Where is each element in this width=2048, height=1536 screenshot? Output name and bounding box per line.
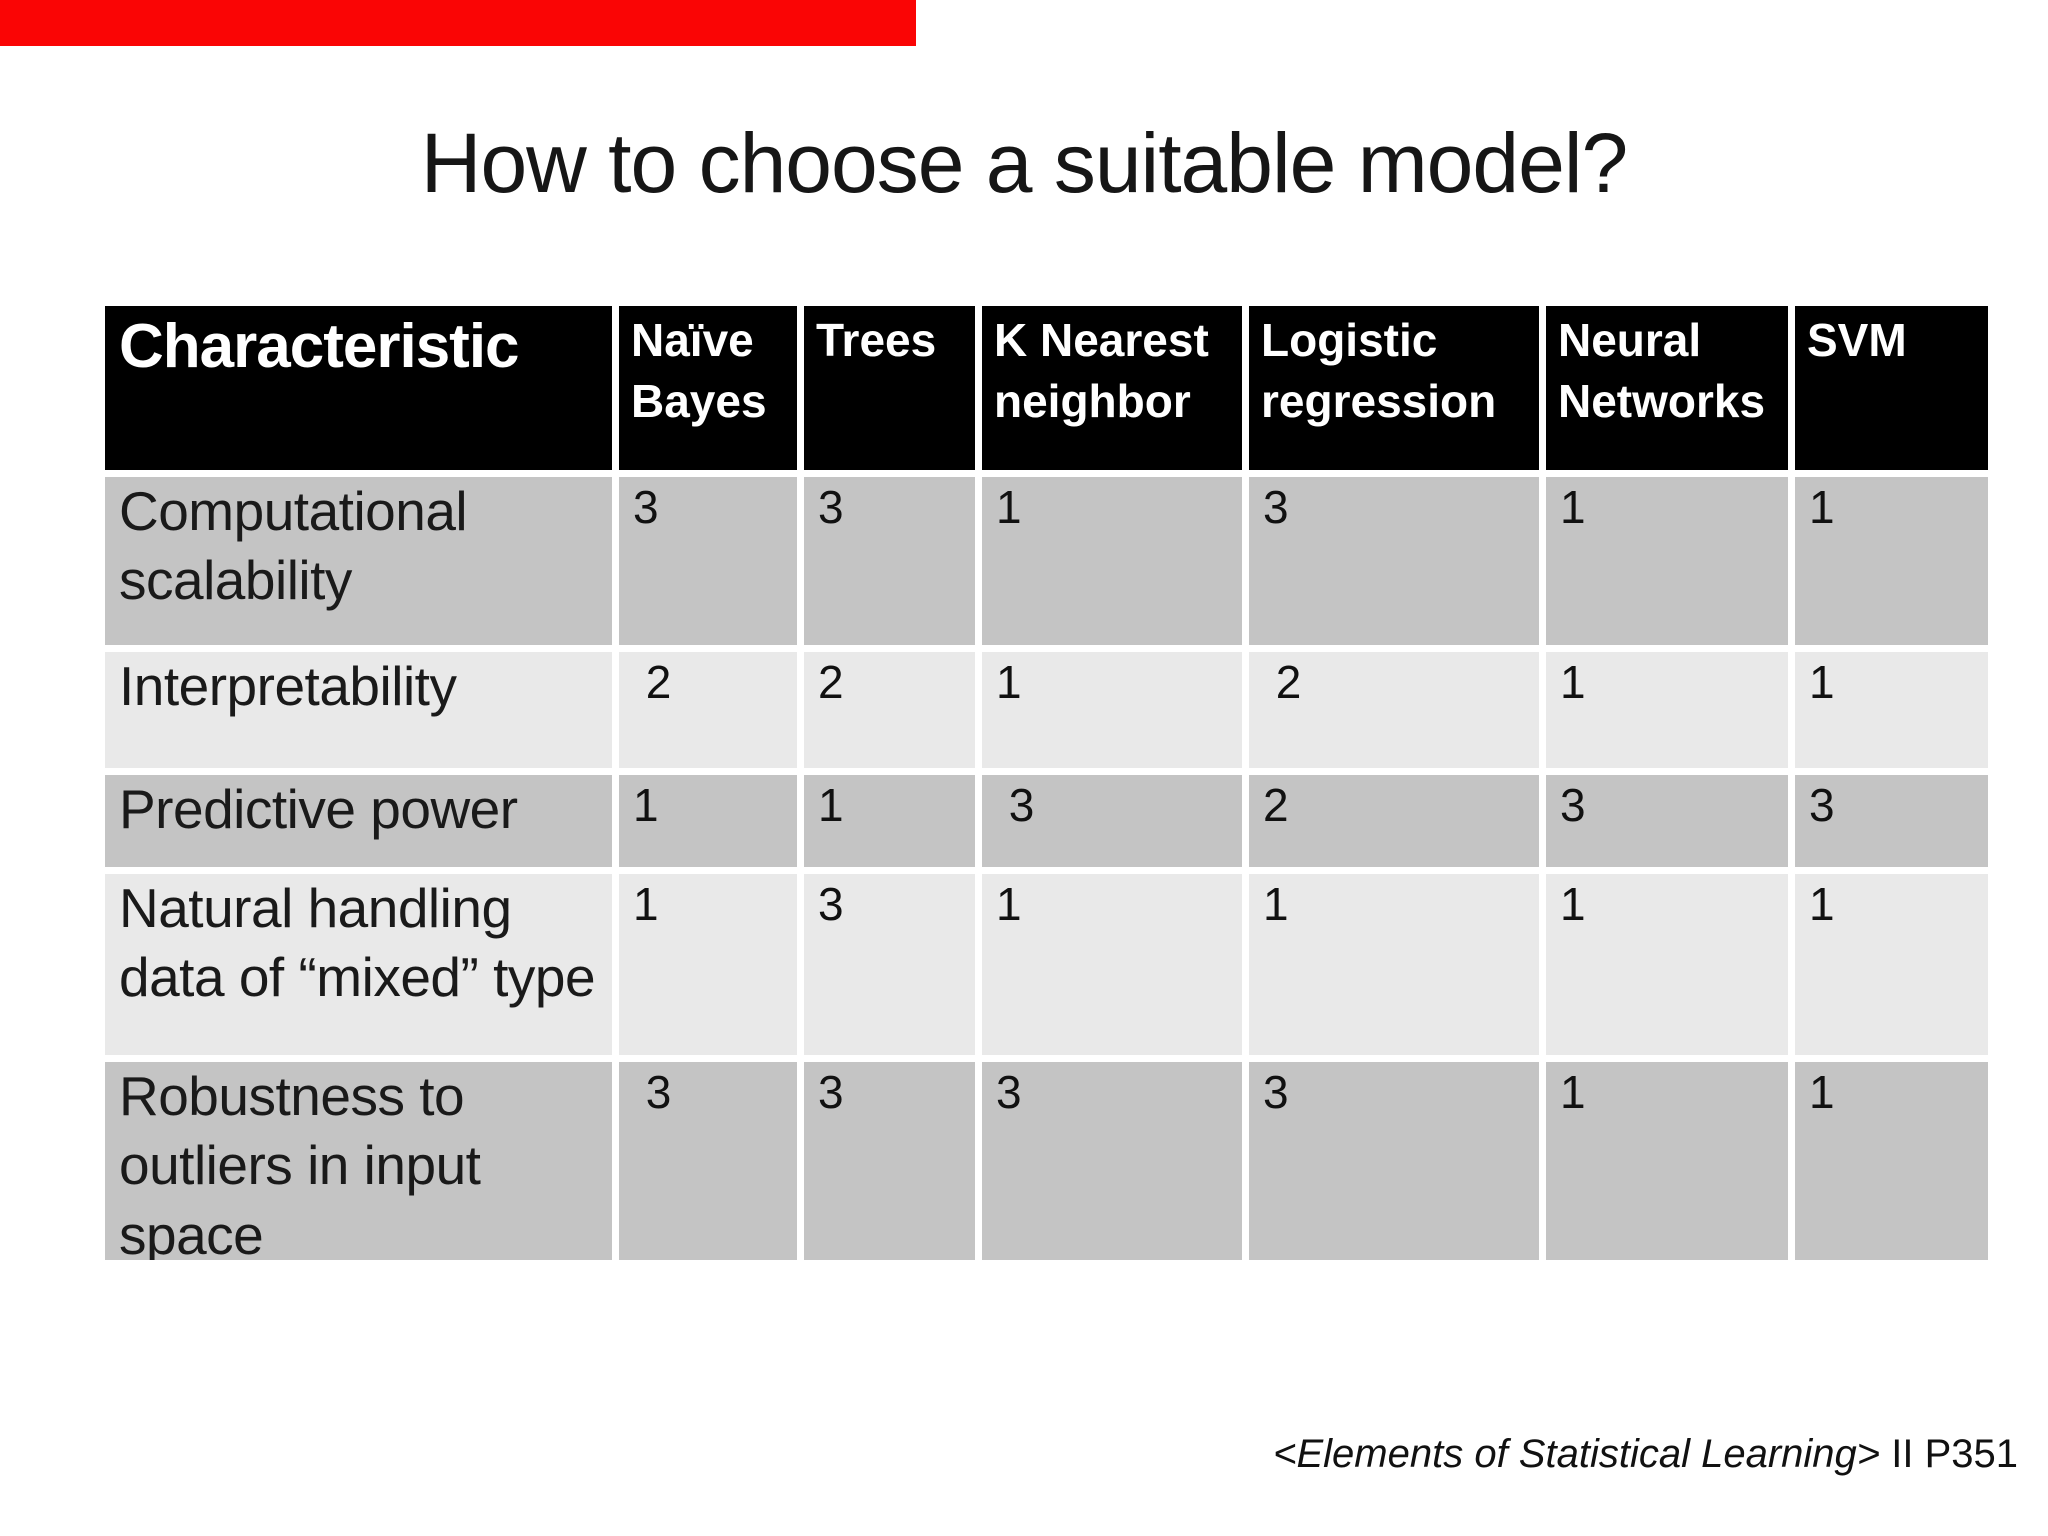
value-cell: 3 [982,1062,1242,1260]
value-cell: 1 [1795,477,1988,645]
source-citation-page: II P351 [1880,1432,2018,1476]
value-cell: 2 [619,652,797,768]
column-header: Neural Networks [1546,306,1788,470]
slide-title: How to choose a suitable model? [420,116,1628,210]
model-comparison-table: Characteristic Naïve Bayes Trees K Nearest … [105,306,1988,1260]
value-cell: 3 [619,477,797,645]
value-cell: 1 [1795,652,1988,768]
row-label: Robustness to outliers in input space [105,1062,612,1260]
value-cell: 1 [1795,1062,1988,1260]
source-citation: <Elements of Statistical Learning> II P3… [1273,1430,2018,1478]
column-header: SVM [1795,306,1988,470]
header-cell-characteristic: Characteristic [105,306,612,470]
column-header: Naïve Bayes [619,306,797,470]
value-cell: 1 [619,775,797,867]
source-citation-title: <Elements of Statistical Learning> [1273,1432,1881,1476]
value-cell: 1 [1546,477,1788,645]
value-cell: 3 [804,1062,975,1260]
value-cell: 2 [804,652,975,768]
value-cell: 2 [1249,775,1539,867]
value-cell: 1 [1546,1062,1788,1260]
value-cell: 2 [1249,652,1539,768]
column-header: Logistic regression [1249,306,1539,470]
row-label: Interpretability [105,652,612,768]
row-label: Natural handling data of “mixed” type [105,874,612,1055]
value-cell: 1 [1546,874,1788,1055]
value-cell: 3 [804,477,975,645]
row-label: Computational scalability [105,477,612,645]
column-header: K Nearest neighbor [982,306,1242,470]
row-label: Predictive power [105,775,612,867]
value-cell: 1 [804,775,975,867]
value-cell: 3 [804,874,975,1055]
value-cell: 1 [982,477,1242,645]
value-cell: 1 [1795,874,1988,1055]
value-cell: 3 [1795,775,1988,867]
value-cell: 1 [1249,874,1539,1055]
value-cell: 1 [619,874,797,1055]
value-cell: 1 [982,874,1242,1055]
column-header: Trees [804,306,975,470]
value-cell: 3 [1546,775,1788,867]
value-cell: 3 [1249,477,1539,645]
red-progress-bar [0,0,916,46]
value-cell: 3 [619,1062,797,1260]
value-cell: 1 [982,652,1242,768]
value-cell: 3 [982,775,1242,867]
value-cell: 3 [1249,1062,1539,1260]
value-cell: 1 [1546,652,1788,768]
